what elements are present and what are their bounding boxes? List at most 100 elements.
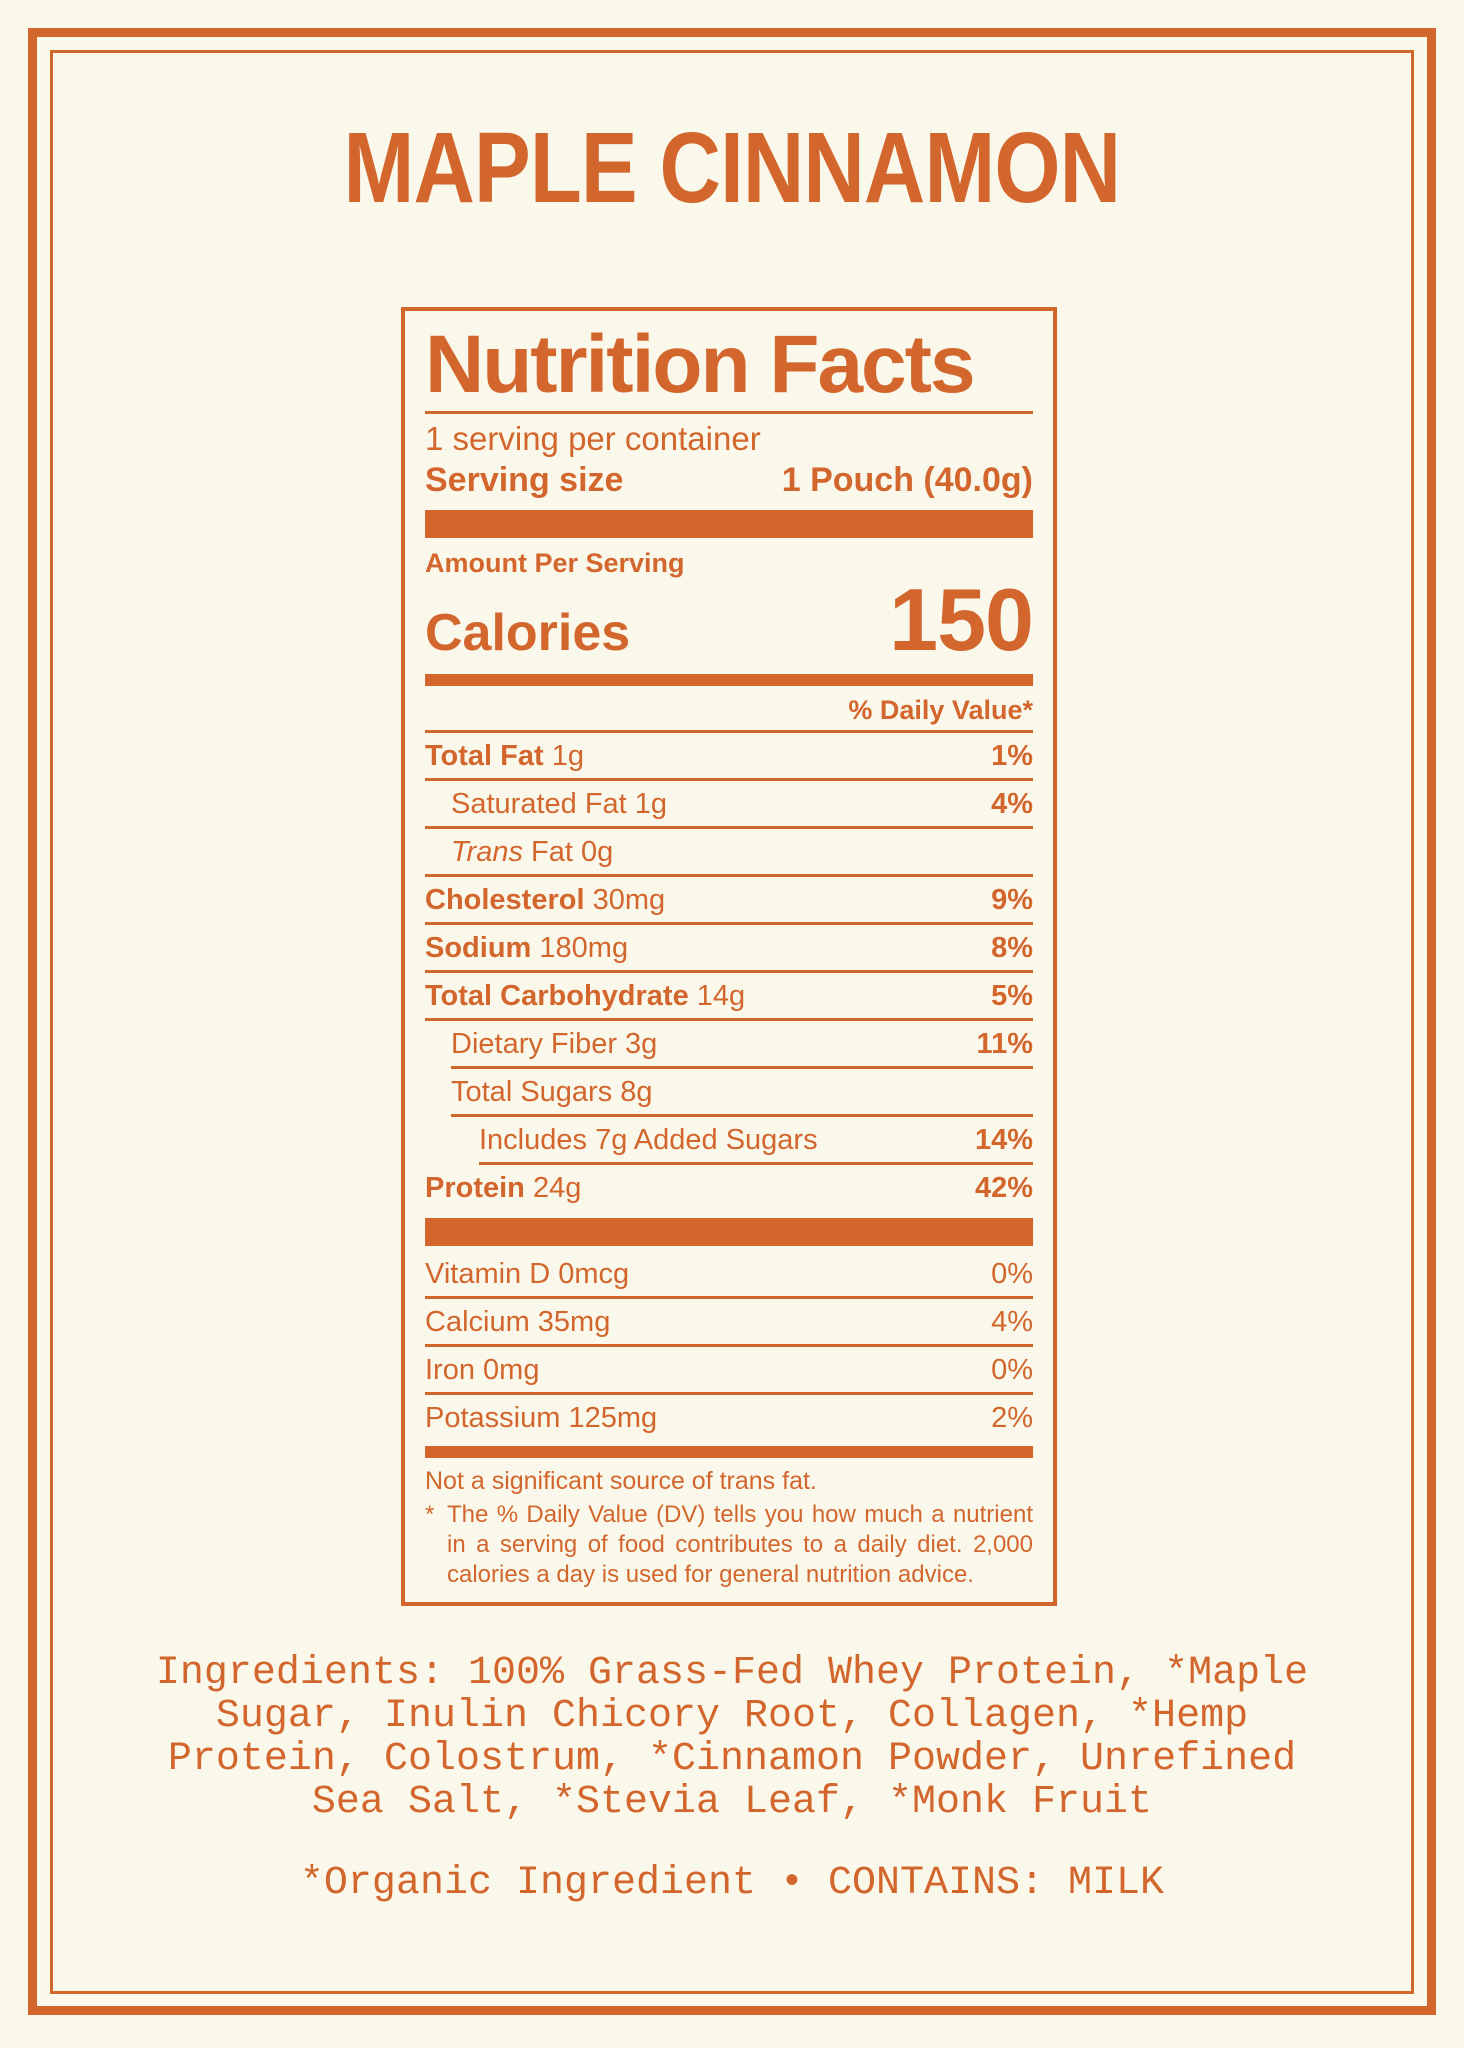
nutrient-amount: 30mg [584,883,666,916]
nutrient-name: Dietary Fiber 3g [451,1028,657,1060]
nutrient-amount: 180mg [531,931,629,964]
nutrient-bold-label: Cholesterol [425,883,585,916]
nutrient-row-saturated-fat: Saturated Fat 1g 4% [425,781,1033,826]
serving-size-row: Serving size 1 Pouch (40.0g) [425,458,1033,502]
nutrient-amount: Includes 7g Added Sugars [479,1123,818,1156]
nutrient-dv: 9% [991,883,1033,916]
ingredients-line: Sugar, Inulin Chicory Root, Collagen, *H… [215,1694,1249,1739]
product-title: MAPLE CINNAMON [343,112,1122,224]
nutrient-dv: 5% [991,979,1033,1012]
row-divider [425,1391,1033,1395]
row-divider [425,969,1033,973]
row-divider [425,777,1033,781]
medium-divider-bar-footnote [425,1445,1033,1458]
micronutrient-row-potassium: Potassium 125mg 2% [425,1395,1033,1440]
micronutrient-dv: 4% [991,1305,1033,1338]
amount-per-serving-label: Amount Per Serving [425,548,685,578]
allergen-note: *Organic Ingredient • CONTAINS: MILK [299,1861,1165,1906]
micronutrient-row-calcium: Calcium 35mg 4% [425,1299,1033,1344]
nutrient-amount: Total Sugars 8g [451,1075,653,1108]
nutrient-bold-label: Protein [425,1171,525,1204]
nutrient-row-trans-fat: Trans Fat 0g [425,829,1033,874]
micronutrient-row-vitamin-d: Vitamin D 0mcg 0% [425,1254,1033,1296]
row-divider [425,825,1033,829]
micronutrient-row-iron: Iron 0mg 0% [425,1347,1033,1392]
daily-value-header: % Daily Value* [848,694,1033,725]
daily-value-footnote: * The % Daily Value (DV) tells you how m… [425,1500,1033,1590]
row-divider [425,921,1033,925]
nutrient-dv: 1% [991,739,1033,772]
row-divider [425,1343,1033,1347]
nutrient-name: Trans Fat 0g [451,836,613,868]
nutrient-name: Includes 7g Added Sugars [479,1124,818,1156]
nutrient-name: Total Fat 1g [425,740,584,772]
servings-per-container: 1 serving per container [425,420,761,457]
ingredients-line: Sea Salt, *Stevia Leaf, *Monk Fruit [311,1780,1153,1825]
footnote-asterisk: * [425,1500,435,1528]
footnote-text: The % Daily Value (DV) tells you how muc… [447,1500,1033,1588]
nutrient-name: Sodium 180mg [425,932,628,964]
micronutrient-name: Calcium 35mg [425,1305,611,1338]
nutrient-row-protein: Protein 24g 42% [425,1165,1033,1210]
ingredients-block: Ingredients: 100% Grass-Fed Whey Protein… [102,1652,1362,1905]
row-divider [425,1017,1033,1021]
nutrient-row-added-sugars: Includes 7g Added Sugars 14% [425,1117,1033,1162]
thick-divider-bar-top [425,510,1033,538]
nutrient-bold-label: Sodium [425,931,532,964]
nutrient-dv: 8% [991,931,1033,964]
nutrient-amount: 24g [524,1171,582,1204]
heading-divider [425,411,1033,414]
nutrient-row-total-carbohydrate: Total Carbohydrate 14g 5% [425,973,1033,1018]
nutrient-amount: Saturated Fat 1g [451,787,668,820]
nutrient-amount: Fat 0g [522,835,614,868]
nutrient-name: Protein 24g [425,1172,581,1204]
nutrient-name: Cholesterol 30mg [425,884,665,916]
micronutrient-dv: 0% [991,1353,1033,1386]
medium-divider-bar-calories [425,673,1033,686]
nutrient-dv: 14% [974,1123,1033,1156]
micronutrient-name: Vitamin D 0mcg [425,1257,630,1290]
nutrient-name: Total Sugars 8g [451,1076,653,1108]
nutrient-dv: 42% [974,1171,1033,1204]
nutrition-facts-panel: Nutrition Facts 1 serving per container … [401,307,1057,1606]
row-divider-double-indented [479,1161,1033,1165]
row-divider [425,873,1033,877]
serving-size-value: 1 Pouch (40.0g) [781,461,1033,499]
calories-row: Calories 150 [425,570,1034,669]
nutrient-row-cholesterol: Cholesterol 30mg 9% [425,877,1033,922]
row-divider [425,1295,1033,1299]
nutrient-row-total-fat: Total Fat 1g 1% [425,733,1033,778]
micronutrient-name: Potassium 125mg [425,1401,658,1434]
nutrient-name: Saturated Fat 1g [451,788,667,820]
nutrient-row-sodium: Sodium 180mg 8% [425,925,1033,970]
row-divider [425,729,1033,733]
footnotes: Not a significant source of trans fat. *… [425,1466,1033,1590]
nutrient-bold-label: Total Carbohydrate [425,979,689,1012]
outer-border-frame [28,28,1436,2015]
nutrient-dv: 4% [991,787,1033,820]
calories-label: Calories [425,604,631,662]
nutrient-bold-label: Total Fat [425,739,544,772]
calories-value: 150 [889,570,1034,669]
nutrient-amount: 1g [543,739,585,772]
micronutrient-dv: 2% [991,1401,1033,1434]
trans-fat-note: Not a significant source of trans fat. [425,1466,817,1495]
ingredients-line: Protein, Colostrum, *Cinnamon Powder, Un… [167,1737,1297,1782]
thick-divider-bar-bottom [425,1217,1033,1246]
nutrient-row-dietary-fiber: Dietary Fiber 3g 11% [425,1021,1033,1066]
inner-border-frame [50,50,1414,1994]
row-divider-indented [451,1065,1033,1069]
row-divider-indented [451,1113,1033,1117]
nutrition-facts-heading: Nutrition Facts [425,319,976,410]
nutrient-amount: Dietary Fiber 3g [451,1027,658,1060]
ingredients-line: Ingredients: 100% Grass-Fed Whey Protein… [155,1651,1309,1696]
nutrient-row-total-sugars: Total Sugars 8g [425,1069,1033,1114]
micronutrient-name: Iron 0mg [425,1353,540,1386]
micronutrient-dv: 0% [991,1257,1033,1290]
nutrient-dv: 11% [976,1027,1033,1060]
product-title-wrap: MAPLE CINNAMON [0,118,1464,218]
serving-size-label: Serving size [425,461,624,499]
nutrient-italic-label: Trans [451,835,523,868]
nutrient-amount: 14g [688,979,746,1012]
nutrient-name: Total Carbohydrate 14g [425,980,745,1012]
